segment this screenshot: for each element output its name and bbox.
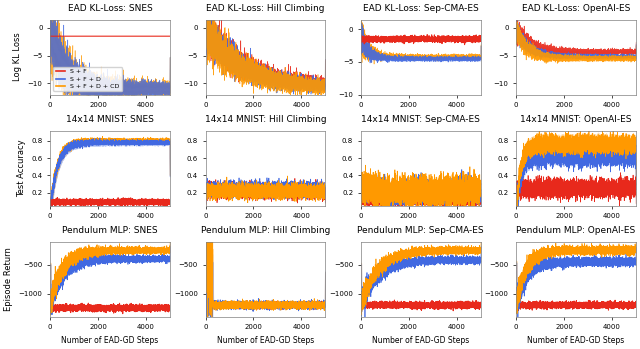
Title: Pendulum MLP: Sep-CMA-ES: Pendulum MLP: Sep-CMA-ES [357, 226, 484, 235]
Title: 14x14 MNIST: SNES: 14x14 MNIST: SNES [66, 115, 154, 124]
Title: EAD KL-Loss: Hill Climbing: EAD KL-Loss: Hill Climbing [206, 4, 324, 13]
Legend: S + F, S + F + D, S + F + D + CD: S + F, S + F + D, S + F + D + CD [53, 67, 122, 91]
Title: Pendulum MLP: SNES: Pendulum MLP: SNES [62, 226, 158, 235]
Title: Pendulum MLP: OpenAI-ES: Pendulum MLP: OpenAI-ES [516, 226, 636, 235]
X-axis label: Number of EAD-GD Steps: Number of EAD-GD Steps [217, 336, 314, 345]
X-axis label: Number of EAD-GD Steps: Number of EAD-GD Steps [61, 336, 159, 345]
X-axis label: Number of EAD-GD Steps: Number of EAD-GD Steps [372, 336, 469, 345]
Y-axis label: Test Accuracy: Test Accuracy [17, 139, 26, 197]
X-axis label: Number of EAD-GD Steps: Number of EAD-GD Steps [527, 336, 625, 345]
Y-axis label: Log KL Loss: Log KL Loss [13, 33, 22, 81]
Title: EAD KL-Loss: Sep-CMA-ES: EAD KL-Loss: Sep-CMA-ES [363, 4, 479, 13]
Title: 14x14 MNIST: Sep-CMA-ES: 14x14 MNIST: Sep-CMA-ES [361, 115, 480, 124]
Title: Pendulum MLP: Hill Climbing: Pendulum MLP: Hill Climbing [201, 226, 330, 235]
Title: EAD KL-Loss: OpenAI-ES: EAD KL-Loss: OpenAI-ES [522, 4, 630, 13]
Title: 14x14 MNIST: OpenAI-ES: 14x14 MNIST: OpenAI-ES [520, 115, 632, 124]
Y-axis label: Episode Return: Episode Return [4, 247, 13, 311]
Title: 14x14 MNIST: Hill Climbing: 14x14 MNIST: Hill Climbing [205, 115, 326, 124]
Title: EAD KL-Loss: SNES: EAD KL-Loss: SNES [68, 4, 152, 13]
